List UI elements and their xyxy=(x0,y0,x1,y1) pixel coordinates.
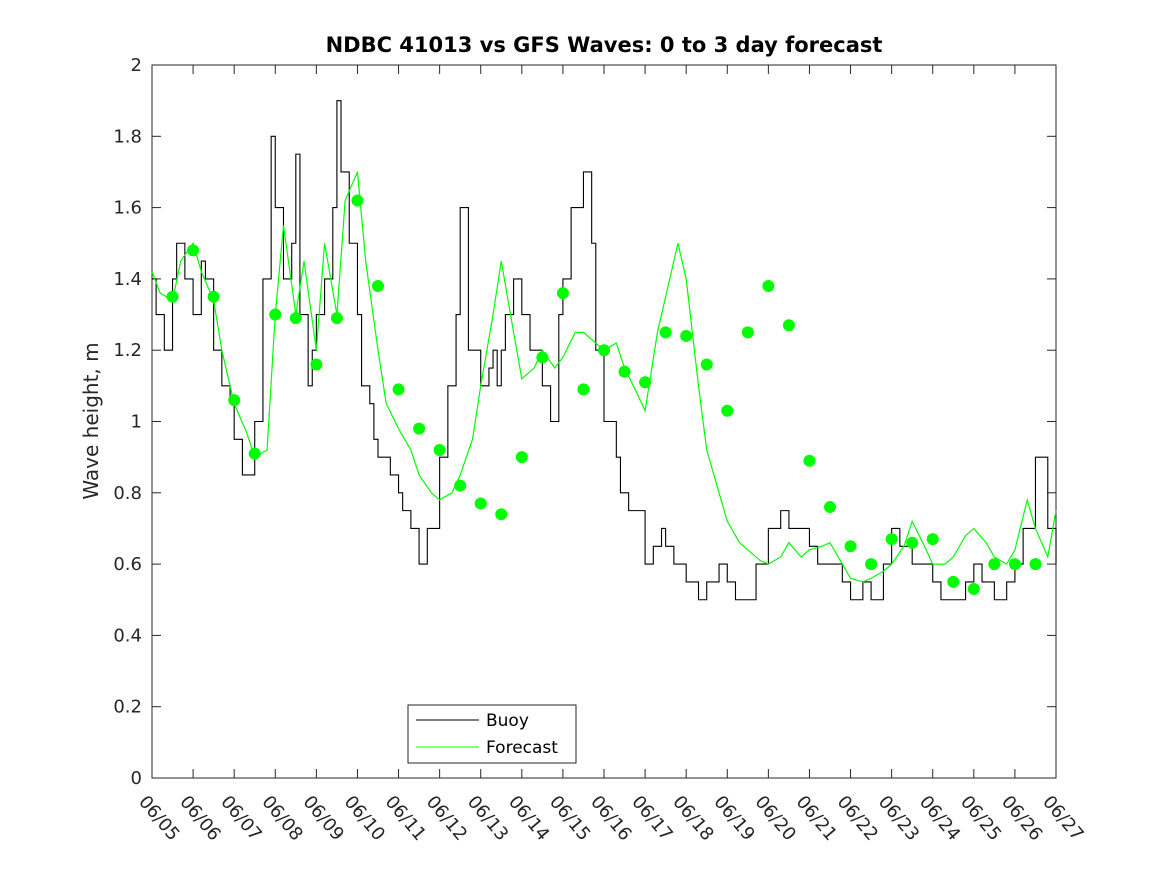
y-tick-label: 1 xyxy=(131,412,142,433)
forecast-marker xyxy=(392,383,405,396)
forecast-marker xyxy=(1008,558,1021,571)
forecast-marker xyxy=(248,447,261,460)
x-tick-label: 06/06 xyxy=(175,792,224,845)
x-tick-label: 06/08 xyxy=(257,792,306,845)
forecast-marker xyxy=(598,344,610,357)
forecast-marker xyxy=(536,351,549,364)
forecast-marker xyxy=(474,497,487,510)
forecast-marker xyxy=(1029,558,1042,571)
forecast-marker xyxy=(782,319,795,332)
legend-forecast-label: Forecast xyxy=(486,738,558,758)
forecast-marker xyxy=(721,404,734,417)
forecast-marker xyxy=(659,326,672,339)
y-tick-label: 0 xyxy=(131,768,142,789)
forecast-marker xyxy=(639,376,652,389)
y-tick-label: 0.8 xyxy=(113,483,142,504)
forecast-marker xyxy=(926,533,939,546)
forecast-marker xyxy=(556,287,569,300)
x-tick-label: 06/16 xyxy=(586,792,635,845)
x-tick-label: 06/17 xyxy=(627,792,676,845)
forecast-marker xyxy=(844,540,857,553)
chart-title: NDBC 41013 vs GFS Waves: 0 to 3 day fore… xyxy=(326,33,883,57)
x-tick-label: 06/20 xyxy=(751,792,800,845)
forecast-marker xyxy=(967,583,980,596)
forecast-marker xyxy=(618,365,631,378)
x-tick-label: 06/27 xyxy=(1038,792,1087,845)
forecast-marker xyxy=(803,454,816,467)
forecast-marker xyxy=(824,501,836,514)
series-layer xyxy=(151,100,1057,601)
x-tick-label: 06/24 xyxy=(915,792,964,845)
legend: Buoy Forecast xyxy=(407,704,577,764)
forecast-marker xyxy=(762,280,775,293)
forecast-marker xyxy=(372,280,384,293)
forecast-marker xyxy=(741,326,754,339)
y-tick-label: 2 xyxy=(131,55,142,76)
forecast-marker xyxy=(330,312,343,325)
x-tick-label: 06/19 xyxy=(709,792,758,845)
x-tick-label: 06/11 xyxy=(381,792,430,845)
forecast-marker xyxy=(433,444,446,457)
x-tick-label: 06/13 xyxy=(463,792,512,845)
forecast-marker xyxy=(988,558,1001,571)
forecast-marker xyxy=(577,383,590,396)
x-tick-label: 06/14 xyxy=(504,792,553,845)
forecast-marker xyxy=(495,508,508,521)
forecast-marker xyxy=(187,244,200,257)
forecast-marker xyxy=(351,194,364,207)
legend-buoy-label: Buoy xyxy=(486,711,529,731)
y-tick-label: 1.8 xyxy=(113,126,142,147)
y-tick-label: 0.6 xyxy=(113,554,142,575)
y-tick-label: 0.2 xyxy=(113,697,142,718)
forecast-marker xyxy=(413,422,426,435)
forecast-marker xyxy=(228,394,241,407)
x-tick-label: 06/21 xyxy=(792,792,841,845)
forecast-marker xyxy=(947,575,960,588)
forecast-marker xyxy=(680,329,693,342)
x-tick-label: 06/22 xyxy=(833,792,882,845)
y-tick-label: 1.6 xyxy=(113,198,142,219)
forecast-marker xyxy=(269,308,282,321)
y-tick-label: 1.4 xyxy=(113,269,142,290)
y-axis-label: Wave height, m xyxy=(79,342,103,499)
x-tick-label: 06/18 xyxy=(668,792,717,845)
y-tick-label: 1.2 xyxy=(113,340,142,361)
forecast-marker xyxy=(700,358,713,371)
forecast-marker xyxy=(885,533,898,546)
x-tick-label: 06/26 xyxy=(997,792,1046,845)
x-tick-label: 06/10 xyxy=(340,792,389,845)
legend-box xyxy=(407,704,577,764)
x-tick-label: 06/25 xyxy=(956,792,1005,845)
x-tick-label: 06/23 xyxy=(874,792,923,845)
forecast-marker xyxy=(166,290,179,303)
forecast-marker xyxy=(310,358,323,371)
forecast-marker xyxy=(865,558,878,571)
x-tick-label: 06/15 xyxy=(545,792,594,845)
forecast-marker xyxy=(454,479,467,492)
x-tick-label: 06/05 xyxy=(134,792,183,845)
forecast-marker xyxy=(906,536,919,549)
x-tick-label: 06/09 xyxy=(299,792,348,845)
forecast-marker xyxy=(515,451,528,464)
x-tick-label: 06/07 xyxy=(216,792,265,845)
y-tick-label: 0.4 xyxy=(113,625,142,646)
forecast-marker xyxy=(207,290,220,303)
x-tick-label: 06/12 xyxy=(422,792,471,845)
forecast-marker xyxy=(289,312,302,325)
